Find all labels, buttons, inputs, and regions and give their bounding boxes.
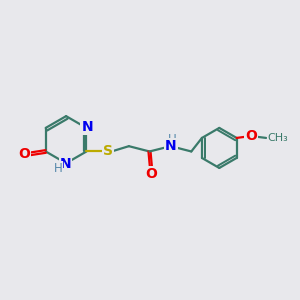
Text: N: N <box>81 120 93 134</box>
Text: N: N <box>165 139 176 153</box>
Text: CH₃: CH₃ <box>268 133 288 143</box>
Text: S: S <box>103 145 113 158</box>
Text: H: H <box>53 162 62 175</box>
Text: N: N <box>60 157 71 171</box>
Text: O: O <box>18 147 30 161</box>
Text: O: O <box>245 130 257 143</box>
Text: H: H <box>168 133 176 146</box>
Text: O: O <box>145 167 157 181</box>
